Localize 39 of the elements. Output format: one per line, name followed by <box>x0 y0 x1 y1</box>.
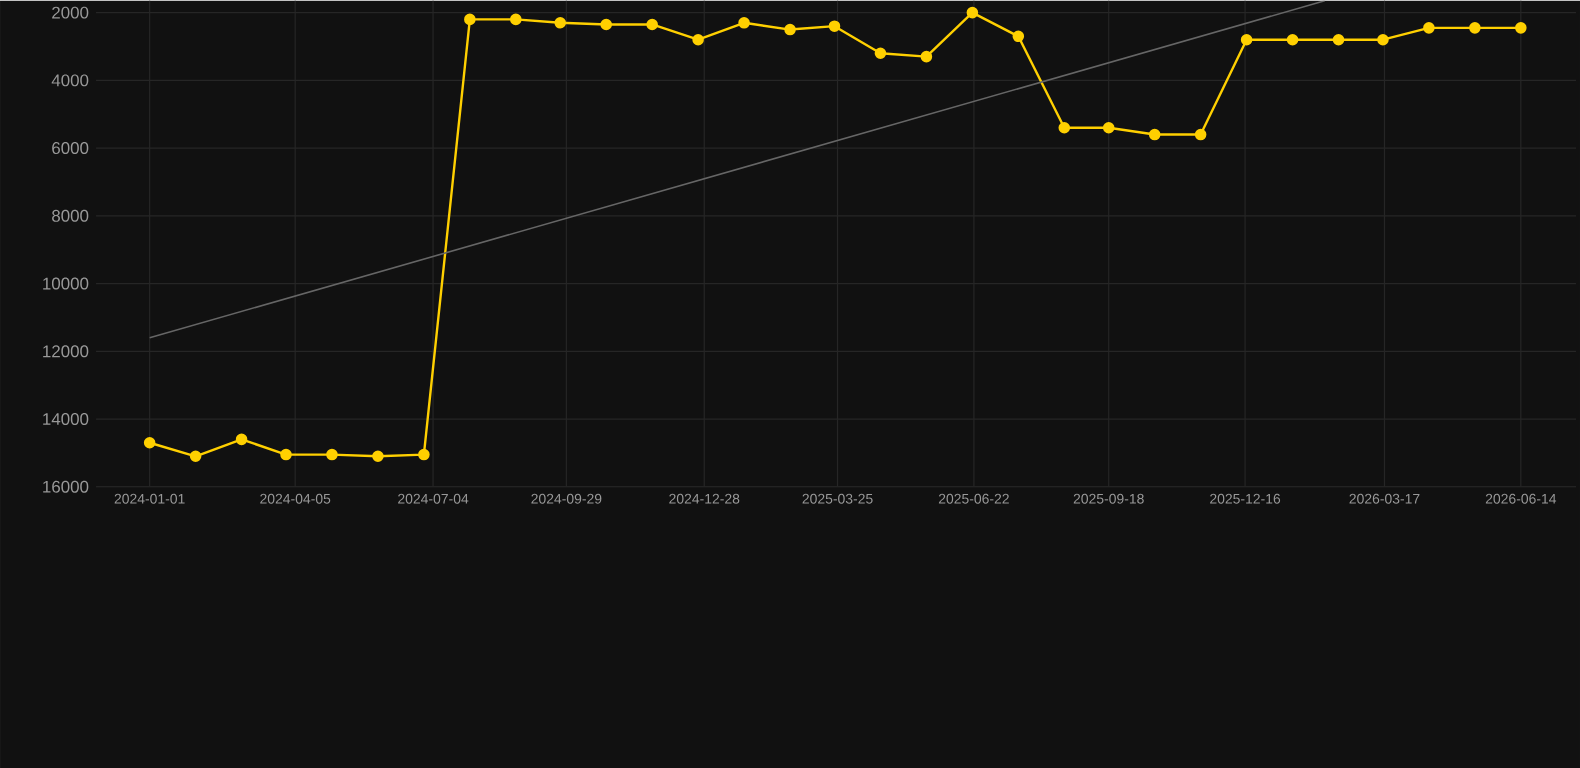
y-tick-label: 12000 <box>43 344 89 357</box>
point <box>143 436 156 449</box>
point <box>1194 128 1207 140</box>
point <box>235 433 248 445</box>
point <box>966 6 979 19</box>
point <box>1469 21 1481 34</box>
point <box>464 13 476 25</box>
point <box>418 448 430 460</box>
point <box>372 450 384 462</box>
point <box>828 20 841 32</box>
y-tick-label: 10000 <box>43 277 89 290</box>
point <box>326 448 338 460</box>
y-tick-label: 16000 <box>43 480 89 493</box>
point <box>874 47 887 59</box>
y-tick-label: 6000 <box>52 141 89 154</box>
y-tick-label: 4000 <box>51 74 89 86</box>
point <box>920 50 933 63</box>
point <box>692 33 704 46</box>
point <box>1148 128 1161 140</box>
point <box>554 16 567 29</box>
point <box>280 448 292 460</box>
y-tick-label: 8000 <box>52 209 89 222</box>
point <box>600 18 612 30</box>
y-tick-label: 2000 <box>52 6 89 19</box>
point <box>1515 21 1527 34</box>
point <box>1102 121 1115 134</box>
point <box>1332 33 1345 46</box>
point <box>1058 121 1071 134</box>
point <box>784 23 796 35</box>
point <box>1012 30 1025 42</box>
point <box>1377 33 1389 46</box>
point <box>1286 33 1299 46</box>
point <box>510 13 522 25</box>
point <box>1423 21 1435 34</box>
point <box>738 16 750 29</box>
point <box>1240 33 1253 46</box>
point <box>189 450 202 462</box>
point <box>646 18 658 30</box>
y-tick-label: 14000 <box>43 412 89 425</box>
